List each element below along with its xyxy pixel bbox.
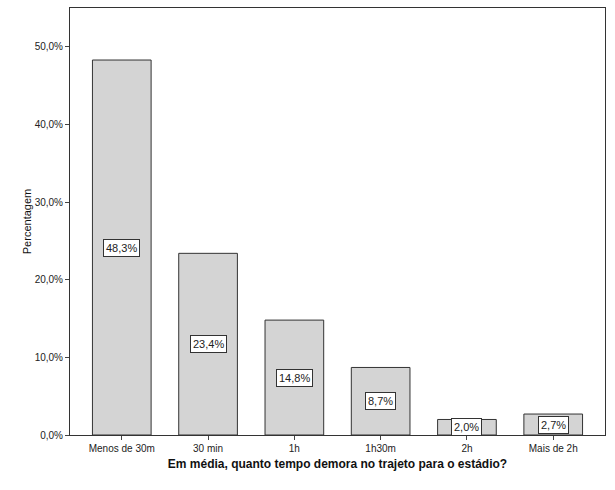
svg-text:1h30m: 1h30m [365, 443, 396, 454]
svg-text:Em média, quanto tempo demora: Em média, quanto tempo demora no trajeto… [168, 457, 507, 471]
svg-text:14,8%: 14,8% [279, 372, 310, 384]
svg-text:23,4%: 23,4% [193, 338, 224, 350]
svg-text:10,0%: 10,0% [35, 352, 63, 363]
svg-text:Percentagem: Percentagem [21, 189, 33, 254]
svg-text:2h: 2h [461, 443, 472, 454]
svg-text:30,0%: 30,0% [35, 197, 63, 208]
svg-text:8,7%: 8,7% [368, 395, 393, 407]
svg-text:Menos de 30m: Menos de 30m [89, 443, 155, 454]
svg-text:2,7%: 2,7% [541, 419, 566, 431]
svg-text:2,0%: 2,0% [454, 421, 479, 433]
svg-text:50,0%: 50,0% [35, 41, 63, 52]
svg-text:Mais de 2h: Mais de 2h [529, 443, 578, 454]
svg-text:48,3%: 48,3% [106, 242, 137, 254]
svg-text:30 min: 30 min [193, 443, 223, 454]
svg-text:1h: 1h [289, 443, 300, 454]
svg-text:0,0%: 0,0% [40, 430, 63, 441]
svg-text:20,0%: 20,0% [35, 274, 63, 285]
svg-text:40,0%: 40,0% [35, 119, 63, 130]
